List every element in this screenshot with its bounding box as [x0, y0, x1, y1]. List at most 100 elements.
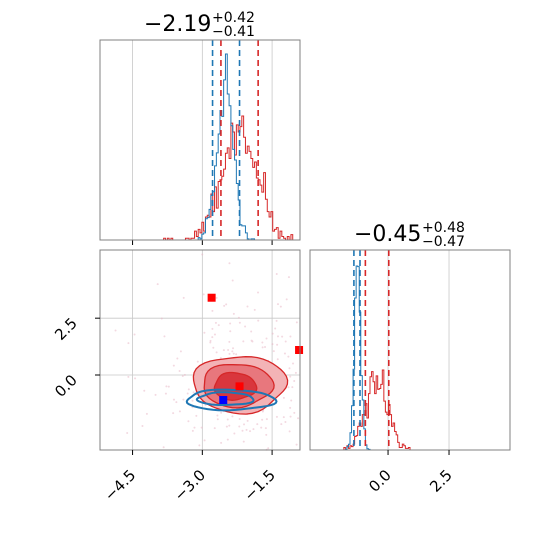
scatter-point — [276, 335, 279, 338]
scatter-point — [191, 429, 194, 432]
scatter-point — [282, 416, 285, 419]
scatter-point — [287, 276, 290, 279]
histogram-blue — [310, 265, 510, 451]
scatter-point — [215, 296, 218, 299]
scatter-point — [114, 329, 117, 332]
title-param-2-lower: −0.47 — [422, 234, 465, 250]
tick-label-x: 2.5 — [426, 466, 456, 496]
scatter-point — [172, 364, 175, 367]
panel-marginal-x — [99, 39, 301, 245]
scatter-point — [252, 428, 255, 431]
scatter-point — [243, 423, 246, 426]
scatter-point — [182, 296, 185, 299]
scatter-point — [187, 388, 190, 391]
scatter-point — [285, 298, 288, 301]
histogram-blue — [100, 53, 300, 241]
scatter-point — [164, 392, 167, 395]
scatter-point — [289, 415, 292, 418]
scatter-point — [201, 253, 204, 256]
scatter-point — [290, 399, 293, 402]
tick-label-x: −1.5 — [240, 466, 278, 504]
scatter-point — [271, 332, 274, 335]
scatter-point — [165, 385, 168, 388]
scatter-point — [288, 430, 291, 433]
title-param-2: −0.45 +0.48 −0.47 — [354, 220, 465, 250]
tick-label-y: 0.0 — [51, 371, 81, 401]
scatter-point — [281, 335, 284, 338]
scatter-point — [222, 349, 225, 352]
scatter-point — [211, 327, 214, 330]
histogram-red — [100, 115, 300, 241]
scatter-point — [145, 412, 148, 415]
scatter-point — [220, 411, 223, 414]
scatter-point — [179, 350, 182, 353]
scatter-point — [233, 432, 236, 435]
scatter-point — [287, 386, 290, 389]
scatter-point — [267, 447, 270, 450]
scatter-point — [250, 339, 253, 342]
scatter-point — [249, 430, 252, 433]
scatter-point — [292, 362, 295, 365]
scatter-point — [220, 441, 223, 444]
scatter-point — [213, 333, 216, 336]
scatter-point — [260, 426, 263, 429]
title-param-1-value: −2.19 — [144, 12, 211, 37]
scatter-point — [289, 335, 292, 338]
scatter-point — [232, 347, 235, 350]
scatter-point — [228, 424, 231, 427]
scatter-point — [238, 321, 241, 324]
scatter-point — [245, 428, 248, 431]
scatter-point — [193, 426, 196, 429]
scatter-point — [265, 433, 268, 436]
scatter-point — [283, 352, 286, 355]
scatter-point — [229, 330, 232, 333]
scatter-point — [211, 309, 214, 312]
scatter-point — [244, 325, 247, 328]
scatter-point — [264, 346, 267, 349]
scatter-point — [156, 283, 159, 286]
scatter-point — [214, 321, 217, 324]
tick-label-x: −3.0 — [171, 466, 209, 504]
scatter-point — [235, 353, 238, 356]
scatter-point — [176, 357, 179, 360]
scatter-point — [231, 350, 234, 353]
scatter-point — [293, 379, 296, 382]
scatter-point — [297, 417, 300, 420]
scatter-point — [282, 396, 285, 399]
scatter-point — [226, 418, 229, 421]
scatter-point — [228, 340, 231, 343]
scatter-point — [261, 341, 264, 344]
scatter-point — [181, 375, 184, 378]
scatter-point — [257, 319, 260, 322]
scatter-point — [242, 340, 245, 343]
panel-frame-marginal-x — [99, 39, 301, 241]
scatter-point — [200, 426, 203, 429]
title-param-1-upper: +0.42 — [212, 10, 255, 26]
marker-red-square — [235, 382, 244, 391]
scatter-point — [127, 375, 130, 378]
tick-label-x: 0.0 — [365, 466, 395, 496]
scatter-point — [274, 327, 277, 330]
scatter-point — [295, 321, 298, 324]
scatter-point — [261, 418, 264, 421]
tick-label-x: −4.5 — [101, 466, 139, 504]
scatter-point — [217, 324, 220, 327]
scatter-point — [288, 367, 291, 370]
marker-red-square — [207, 293, 216, 302]
scatter-point — [231, 279, 234, 282]
scatter-point — [163, 335, 166, 338]
scatter-point — [211, 336, 214, 339]
scatter-point — [232, 312, 235, 315]
tick-label-y: 2.5 — [51, 314, 81, 344]
contour-blue — [195, 391, 255, 406]
scatter-point — [231, 415, 234, 418]
title-param-1: −2.19 +0.42 −0.41 — [144, 10, 255, 40]
panel-joint: −4.5 −3.0 −1.5 0.0 2.5 — [51, 249, 304, 505]
scatter-point — [232, 352, 235, 355]
title-param-2-value: −0.45 — [354, 222, 421, 247]
scatter-point — [261, 346, 264, 349]
scatter-point — [219, 356, 222, 359]
scatter-point — [225, 425, 228, 428]
panel-frame-joint — [99, 249, 301, 451]
scatter-point — [172, 412, 175, 415]
